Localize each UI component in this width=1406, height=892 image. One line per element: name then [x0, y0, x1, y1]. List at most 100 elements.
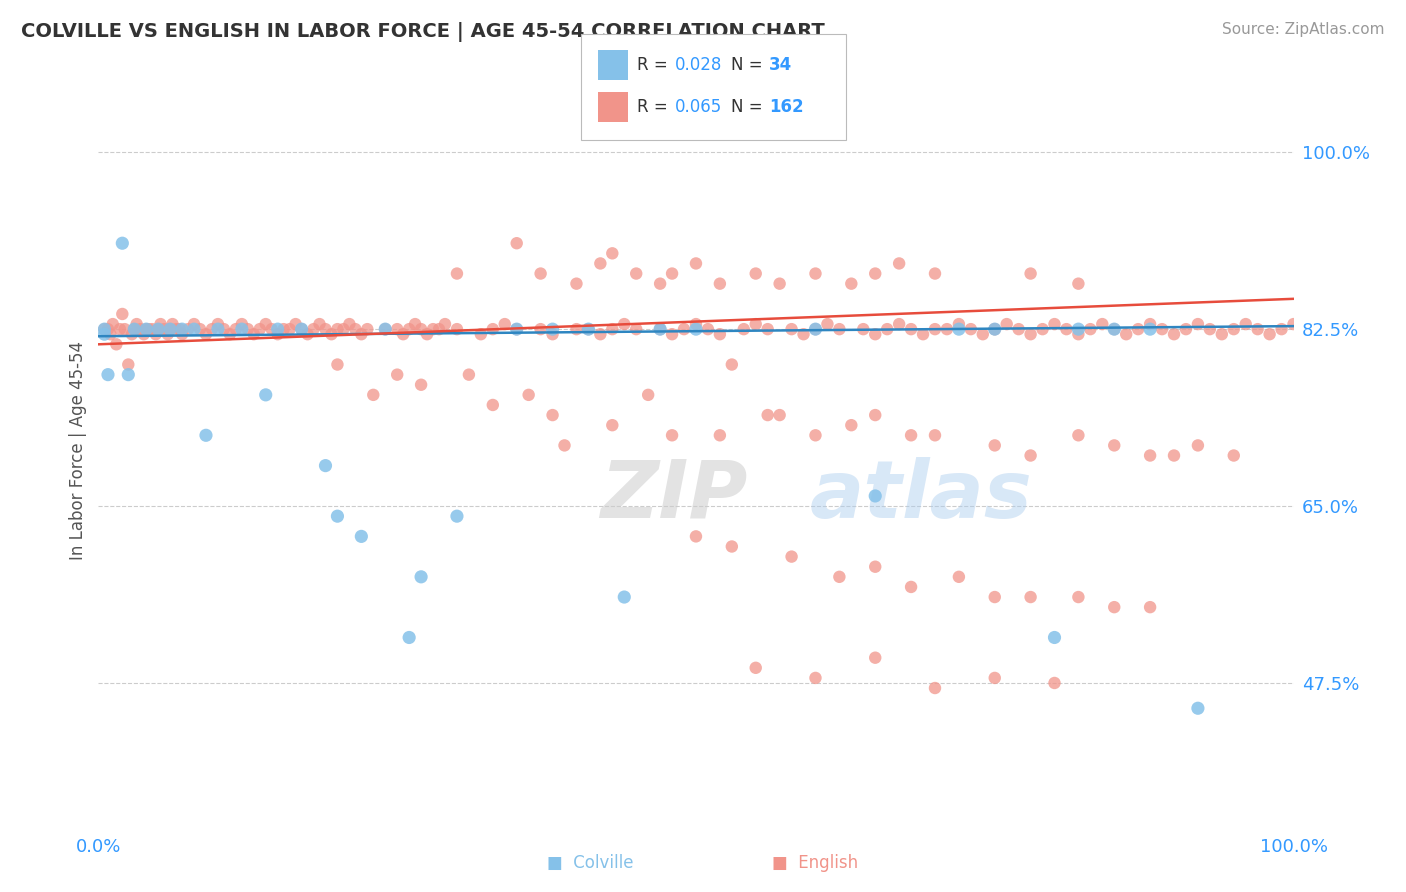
- Point: [637, 388, 659, 402]
- Point: [541, 327, 564, 342]
- Point: [284, 317, 307, 331]
- Point: [101, 317, 124, 331]
- Point: [219, 327, 242, 342]
- Text: atlas: atlas: [810, 457, 1032, 535]
- Point: [188, 322, 211, 336]
- Point: [1282, 317, 1305, 331]
- Point: [506, 236, 529, 251]
- Point: [804, 671, 827, 685]
- Text: ZIP: ZIP: [600, 457, 748, 535]
- Point: [889, 317, 911, 331]
- Point: [135, 322, 157, 336]
- Point: [183, 317, 205, 331]
- Point: [648, 277, 672, 291]
- Point: [225, 322, 247, 336]
- Text: R =: R =: [637, 98, 668, 116]
- Point: [363, 388, 385, 402]
- Point: [315, 458, 337, 473]
- Point: [506, 322, 529, 336]
- Point: [141, 322, 163, 336]
- Point: [865, 489, 887, 503]
- Point: [602, 246, 624, 260]
- Point: [530, 267, 553, 281]
- Point: [159, 322, 181, 336]
- Point: [165, 322, 187, 336]
- Point: [1104, 600, 1126, 615]
- Point: [1211, 327, 1233, 342]
- Point: [745, 267, 768, 281]
- Point: [98, 327, 122, 342]
- Point: [554, 438, 576, 452]
- Point: [156, 327, 179, 342]
- Point: [326, 322, 349, 336]
- Point: [541, 322, 564, 336]
- Point: [114, 322, 136, 336]
- Point: [685, 529, 707, 543]
- Point: [422, 322, 444, 336]
- Point: [506, 322, 529, 336]
- Point: [1091, 317, 1114, 331]
- Point: [121, 327, 143, 342]
- Point: [541, 408, 564, 422]
- Text: R =: R =: [637, 56, 668, 74]
- Point: [1032, 322, 1054, 336]
- Point: [302, 322, 325, 336]
- Point: [685, 256, 707, 270]
- Point: [356, 322, 378, 336]
- Point: [249, 322, 271, 336]
- Point: [481, 398, 505, 412]
- Point: [308, 317, 330, 331]
- Point: [661, 428, 683, 442]
- Point: [984, 322, 1007, 336]
- Point: [911, 327, 934, 342]
- Point: [385, 322, 409, 336]
- Point: [254, 317, 277, 331]
- Text: COLVILLE VS ENGLISH IN LABOR FORCE | AGE 45-54 CORRELATION CHART: COLVILLE VS ENGLISH IN LABOR FORCE | AGE…: [21, 22, 825, 42]
- Point: [793, 327, 815, 342]
- Point: [589, 327, 612, 342]
- Point: [804, 428, 827, 442]
- Point: [1043, 631, 1066, 645]
- Point: [339, 317, 361, 331]
- Point: [231, 322, 253, 336]
- Point: [1163, 449, 1185, 463]
- Point: [392, 327, 415, 342]
- Point: [93, 327, 115, 342]
- Point: [1043, 676, 1066, 690]
- Point: [745, 317, 768, 331]
- Text: ■  English: ■ English: [772, 855, 859, 872]
- Point: [1199, 322, 1222, 336]
- Point: [685, 317, 707, 331]
- Text: ■  Colville: ■ Colville: [547, 855, 634, 872]
- Point: [111, 236, 134, 251]
- Point: [207, 317, 229, 331]
- Point: [148, 322, 170, 336]
- Point: [865, 267, 887, 281]
- Point: [117, 368, 139, 382]
- Point: [195, 428, 218, 442]
- Point: [948, 322, 970, 336]
- Point: [434, 317, 457, 331]
- Point: [1067, 428, 1090, 442]
- Point: [153, 322, 176, 336]
- Point: [709, 277, 731, 291]
- Point: [97, 322, 120, 336]
- Point: [344, 322, 367, 336]
- Point: [900, 428, 922, 442]
- Text: Source: ZipAtlas.com: Source: ZipAtlas.com: [1222, 22, 1385, 37]
- Point: [626, 322, 648, 336]
- Point: [470, 327, 492, 342]
- Point: [411, 377, 433, 392]
- Point: [162, 317, 184, 331]
- Point: [350, 327, 373, 342]
- Point: [212, 322, 235, 336]
- Point: [145, 327, 167, 342]
- Point: [411, 570, 433, 584]
- Point: [530, 322, 553, 336]
- Point: [1115, 327, 1137, 342]
- Point: [900, 580, 922, 594]
- Point: [709, 428, 731, 442]
- Point: [125, 317, 148, 331]
- Point: [865, 327, 887, 342]
- Point: [183, 322, 205, 336]
